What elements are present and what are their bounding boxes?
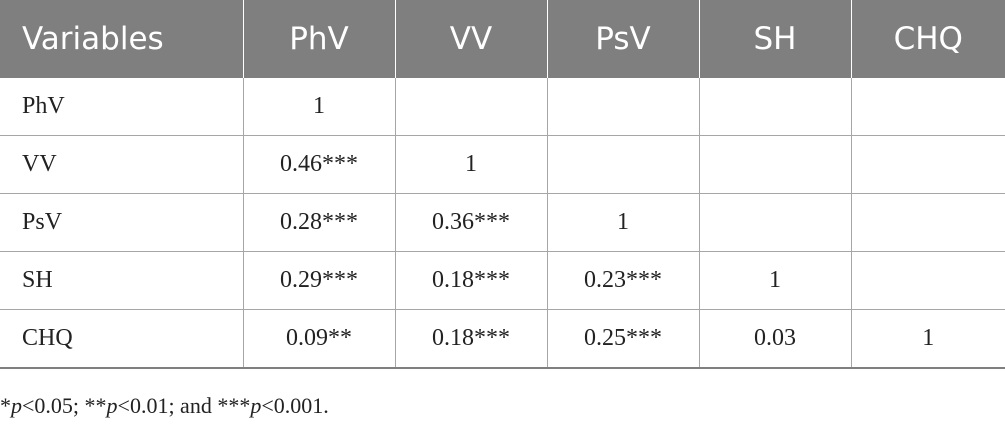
footnote-p: p <box>250 393 262 418</box>
footnote-text: <0.001. <box>261 393 329 418</box>
table-cell: 0.18*** <box>395 251 548 310</box>
table-cell: 0.23*** <box>547 251 700 310</box>
table-cell: 0.36*** <box>395 193 548 252</box>
table-row: PhV 1 <box>0 78 1005 136</box>
header-variables: Variables <box>0 0 244 78</box>
significance-footnote: *p<0.05; **p<0.01; and ***p<0.001. <box>0 393 329 419</box>
footnote-text: <0.01; and <box>117 393 218 418</box>
table-cell <box>699 193 852 252</box>
table-cell <box>699 78 852 136</box>
row-label: SH <box>0 251 244 310</box>
table-row: PsV 0.28*** 0.36*** 1 <box>0 193 1005 252</box>
footnote-p: p <box>106 393 118 418</box>
header-phv: PhV <box>243 0 396 78</box>
row-label: CHQ <box>0 309 244 369</box>
header-psv: PsV <box>547 0 700 78</box>
table-cell: 0.09** <box>243 309 396 369</box>
table-cell: 0.28*** <box>243 193 396 252</box>
table-cell: 0.29*** <box>243 251 396 310</box>
table-cell: 0.25*** <box>547 309 700 369</box>
header-row: Variables PhV VV PsV SH CHQ <box>0 0 1005 78</box>
header-vv: VV <box>395 0 548 78</box>
table-cell: 0.03 <box>699 309 852 369</box>
table-row: VV 0.46*** 1 <box>0 135 1005 194</box>
footnote-stars: ** <box>84 393 107 418</box>
footnote-p: p <box>11 393 22 418</box>
table-cell: 1 <box>395 135 548 194</box>
row-label: PsV <box>0 193 244 252</box>
table-cell <box>547 78 700 136</box>
table-cell: 1 <box>547 193 700 252</box>
row-label: VV <box>0 135 244 194</box>
table-cell <box>851 135 1005 194</box>
table-row: SH 0.29*** 0.18*** 0.23*** 1 <box>0 251 1005 310</box>
table-cell <box>395 78 548 136</box>
table-cell: 1 <box>243 78 396 136</box>
correlation-table: Variables PhV VV PsV SH CHQ PhV 1 VV 0.4… <box>0 0 1005 369</box>
table-cell <box>851 251 1005 310</box>
row-label: PhV <box>0 78 244 136</box>
header-chq: CHQ <box>851 0 1005 78</box>
correlation-table-container: Variables PhV VV PsV SH CHQ PhV 1 VV 0.4… <box>0 0 1005 369</box>
header-sh: SH <box>699 0 852 78</box>
table-row: CHQ 0.09** 0.18*** 0.25*** 0.03 1 <box>0 309 1005 369</box>
table-cell <box>851 193 1005 252</box>
footnote-stars: * <box>0 393 11 418</box>
table-cell <box>851 78 1005 136</box>
table-cell: 0.18*** <box>395 309 548 369</box>
table-body: PhV 1 VV 0.46*** 1 PsV 0.28*** 0.36*** 1 <box>0 78 1005 369</box>
table-header: Variables PhV VV PsV SH CHQ <box>0 0 1005 78</box>
table-cell <box>699 135 852 194</box>
table-cell: 0.46*** <box>243 135 396 194</box>
footnote-text: <0.05; <box>22 393 85 418</box>
footnote-stars: *** <box>217 393 251 418</box>
table-cell <box>547 135 700 194</box>
table-cell: 1 <box>699 251 852 310</box>
table-cell: 1 <box>851 309 1005 369</box>
